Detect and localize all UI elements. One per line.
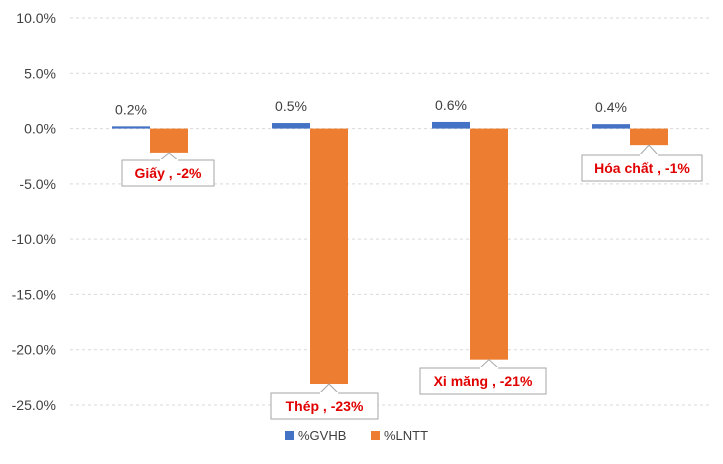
data-label: 0.2% xyxy=(115,101,147,117)
y-tick-label: -25.0% xyxy=(12,397,56,413)
bar-gvhb xyxy=(112,126,150,129)
bar-gvhb xyxy=(272,123,310,129)
y-tick-label: -20.0% xyxy=(12,342,56,358)
bar-gvhb xyxy=(592,124,630,129)
legend-swatch xyxy=(285,431,294,440)
data-label: 0.5% xyxy=(275,98,307,114)
callout-label: Hóa chất , -1% xyxy=(594,160,690,176)
y-tick-label: 10.0% xyxy=(16,10,56,26)
y-tick-label: -10.0% xyxy=(12,231,56,247)
bar-lntt xyxy=(470,128,508,360)
data-label: 0.6% xyxy=(435,97,467,113)
legend-label: %LNTT xyxy=(384,428,428,443)
y-tick-label: -15.0% xyxy=(12,286,56,302)
data-label: 0.4% xyxy=(595,99,627,115)
y-tick-label: 5.0% xyxy=(24,65,56,81)
callout-box xyxy=(419,367,547,395)
bar-lntt xyxy=(310,128,348,384)
callout-label: Giấy , -2% xyxy=(135,165,202,181)
bar-lntt xyxy=(630,128,668,146)
legend-label: %GVHB xyxy=(298,428,346,443)
callout-label: Thép , -23% xyxy=(286,398,364,414)
callout-box xyxy=(121,159,215,187)
bar-lntt xyxy=(150,128,188,153)
callout-label: Xi măng , -21% xyxy=(434,373,533,389)
y-tick-label: -5.0% xyxy=(19,176,56,192)
callout-box xyxy=(270,392,379,420)
legend-swatch xyxy=(371,431,380,440)
bar-gvhb xyxy=(432,121,470,129)
y-tick-label: 0.0% xyxy=(24,121,56,137)
